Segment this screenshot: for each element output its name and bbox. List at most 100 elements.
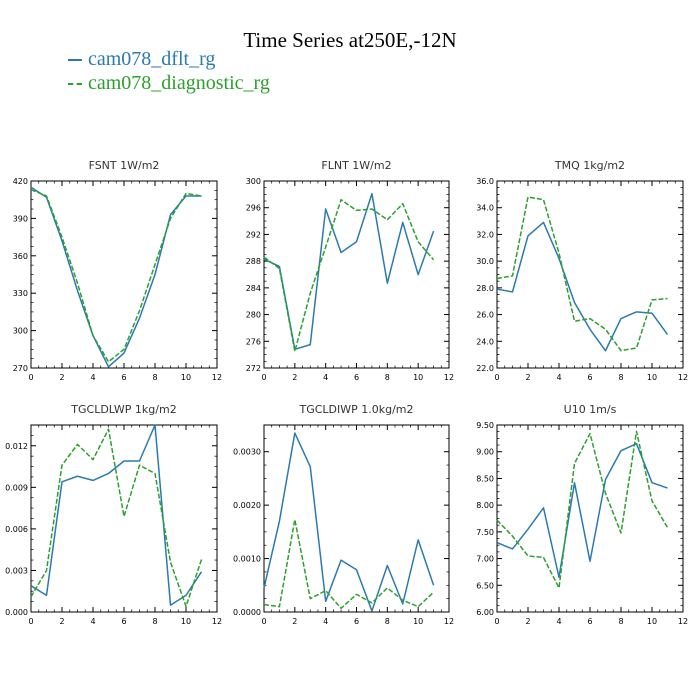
- x-tick-label-3-1: 2: [59, 617, 64, 626]
- series-line-3-1: [30, 428, 203, 608]
- x-tick-label-1-6: 12: [444, 373, 454, 382]
- y-tick-label-3-1: 0.003: [5, 566, 28, 575]
- y-tick-label-1-6: 296: [246, 204, 261, 213]
- x-tick-label-4-1: 2: [292, 617, 297, 626]
- series-line-3-0: [30, 424, 203, 606]
- x-tick-label-2-5: 10: [647, 373, 657, 382]
- x-tick-label-3-3: 6: [121, 617, 126, 626]
- x-tick-label-1-3: 6: [354, 373, 359, 382]
- y-tick-label-1-7: 300: [246, 177, 261, 186]
- x-tick-label-4-6: 12: [444, 617, 454, 626]
- x-tick-label-5-0: 0: [494, 617, 499, 626]
- series-line-2-0: [496, 221, 669, 352]
- y-tick-label-5-0: 6.00: [476, 608, 494, 617]
- series-line-0-1: [30, 189, 202, 363]
- x-tick-label-4-2: 4: [323, 617, 328, 626]
- x-tick-label-3-5: 10: [181, 617, 191, 626]
- series-line-2-1: [496, 196, 668, 352]
- y-tick-label-4-1: 0.0010: [233, 555, 261, 564]
- y-tick-label-5-5: 8.50: [476, 474, 494, 483]
- x-tick-label-0-6: 12: [212, 373, 222, 382]
- y-tick-label-2-7: 36.0: [476, 177, 494, 186]
- x-tick-label-3-2: 4: [90, 617, 95, 626]
- x-tick-label-1-2: 4: [323, 373, 328, 382]
- series-line-5-0: [496, 442, 668, 579]
- x-tick-label-1-1: 2: [292, 373, 297, 382]
- series-line-0-0: [30, 186, 202, 368]
- plot-frame-1: [263, 180, 450, 369]
- y-tick-label-0-1: 300: [13, 327, 28, 336]
- x-tick-label-5-4: 8: [618, 617, 623, 626]
- legend-line-diag: [68, 82, 82, 85]
- y-tick-label-0-3: 360: [13, 252, 28, 261]
- x-tick-label-2-6: 12: [678, 373, 688, 382]
- series-line-4-0: [263, 432, 435, 612]
- x-tick-label-1-5: 10: [413, 373, 423, 382]
- plot-frame-3: [30, 424, 218, 613]
- y-tick-label-0-0: 270: [13, 364, 28, 373]
- x-tick-label-3-6: 12: [212, 617, 222, 626]
- plot-frame-0: [30, 180, 218, 369]
- x-tick-label-3-0: 0: [28, 617, 33, 626]
- legend-item-dflt: cam078_dflt_rg: [68, 48, 215, 71]
- y-tick-label-3-2: 0.006: [5, 525, 28, 534]
- figure-title: Time Series at250E,-12N: [243, 28, 457, 52]
- x-tick-label-2-2: 4: [556, 373, 561, 382]
- chart-title-2: TMQ 1kg/m2: [554, 159, 625, 172]
- chart-title-1: FLNT 1W/m2: [321, 159, 391, 172]
- y-tick-label-3-0: 0.000: [5, 608, 28, 617]
- x-tick-label-0-3: 6: [121, 373, 126, 382]
- y-tick-label-3-4: 0.012: [5, 442, 28, 451]
- x-tick-label-4-4: 8: [385, 617, 390, 626]
- y-tick-label-0-5: 420: [13, 177, 28, 186]
- y-tick-label-1-2: 280: [246, 311, 261, 320]
- x-tick-label-2-1: 2: [525, 373, 530, 382]
- y-tick-label-0-4: 390: [13, 214, 28, 223]
- chart-panel-0: FSNT 1W/m2 0 2 4 6 8 10 12 270 300 330 360 390 420: [13, 159, 222, 382]
- y-tick-label-3-3: 0.009: [5, 483, 28, 492]
- chart-panel-2: TMQ 1kg/m2 0 2 4 6 8 10 12 22.0 24.0 26.0 28.0 30.0 3…: [476, 159, 688, 382]
- x-tick-label-3-4: 8: [152, 617, 157, 626]
- y-tick-label-4-3: 0.0030: [233, 448, 261, 457]
- x-tick-label-2-3: 6: [587, 373, 592, 382]
- y-tick-label-2-4: 30.0: [476, 257, 494, 266]
- x-tick-label-0-5: 10: [181, 373, 191, 382]
- x-tick-label-5-6: 12: [678, 617, 688, 626]
- x-tick-label-5-1: 2: [525, 617, 530, 626]
- x-tick-label-5-2: 4: [556, 617, 561, 626]
- x-tick-label-1-4: 8: [385, 373, 390, 382]
- y-tick-label-2-5: 32.0: [476, 230, 494, 239]
- chart-title-3: TGCLDLWP 1kg/m2: [70, 403, 176, 416]
- legend-label-diag: cam078_diagnostic_rg: [88, 72, 270, 94]
- legend-line-dflt: [68, 58, 82, 61]
- y-tick-label-5-7: 9.50: [476, 421, 494, 430]
- y-tick-label-1-1: 276: [246, 337, 261, 346]
- y-tick-label-2-2: 26.0: [476, 311, 494, 320]
- y-tick-label-5-6: 9.00: [476, 448, 494, 457]
- y-tick-label-1-3: 284: [246, 284, 261, 293]
- y-tick-label-2-0: 22.0: [476, 364, 494, 373]
- y-tick-label-1-0: 272: [246, 364, 261, 373]
- x-tick-label-4-5: 10: [413, 617, 423, 626]
- x-tick-label-4-0: 0: [261, 617, 266, 626]
- x-tick-label-0-0: 0: [28, 373, 33, 382]
- series-line-1-1: [263, 198, 435, 353]
- y-tick-label-5-3: 7.50: [476, 528, 494, 537]
- chart-title-5: U10 1m/s: [564, 403, 617, 416]
- series-line-5-1: [496, 430, 669, 589]
- legend-item-diag: cam078_diagnostic_rg: [68, 72, 270, 95]
- y-tick-label-1-5: 292: [246, 230, 261, 239]
- series-line-4-1: [263, 518, 435, 610]
- plot-frame-5: [496, 424, 684, 613]
- y-tick-label-4-2: 0.0020: [233, 501, 261, 510]
- chart-panel-1: FLNT 1W/m2 0 2 4 6 8 10 12 272 276 280 284 288 292 296…: [246, 159, 454, 382]
- x-tick-label-2-0: 0: [494, 373, 499, 382]
- y-tick-label-5-1: 6.50: [476, 581, 494, 590]
- chart-panel-4: TGCLDIWP 1.0kg/m2 0 2 4 6 8 10 12 0.0000 0.0010 0.…: [233, 403, 454, 626]
- x-tick-label-5-3: 6: [587, 617, 592, 626]
- chart-panel-3: TGCLDLWP 1kg/m2 0 2 4 6 8 10 12 0.000 0.003 0.006 0…: [5, 403, 222, 626]
- plot-frame-2: [496, 180, 684, 369]
- y-tick-label-1-4: 288: [246, 257, 261, 266]
- y-tick-label-2-3: 28.0: [476, 284, 494, 293]
